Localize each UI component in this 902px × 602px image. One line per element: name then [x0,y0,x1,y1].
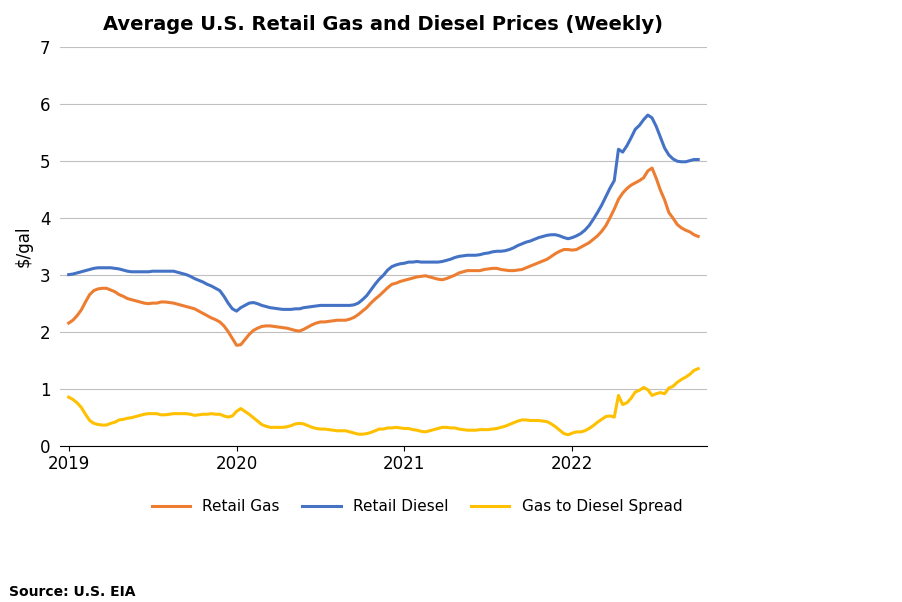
Text: Source: U.S. EIA: Source: U.S. EIA [9,585,135,599]
Y-axis label: $/gal: $/gal [15,225,33,267]
Title: Average U.S. Retail Gas and Diesel Prices (Weekly): Average U.S. Retail Gas and Diesel Price… [104,15,664,34]
Legend: Retail Gas, Retail Diesel, Gas to Diesel Spread: Retail Gas, Retail Diesel, Gas to Diesel… [145,493,688,520]
